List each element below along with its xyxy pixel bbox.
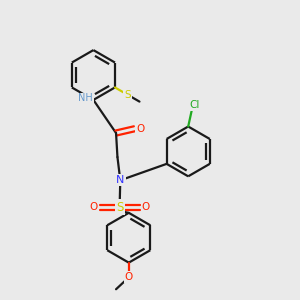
Text: Cl: Cl xyxy=(189,100,200,110)
Text: O: O xyxy=(136,124,145,134)
Text: O: O xyxy=(124,272,133,282)
Text: S: S xyxy=(124,89,130,100)
Text: O: O xyxy=(90,202,98,212)
Text: NH: NH xyxy=(78,94,93,103)
Text: S: S xyxy=(116,201,123,214)
Text: N: N xyxy=(116,175,124,185)
Text: O: O xyxy=(142,202,150,212)
